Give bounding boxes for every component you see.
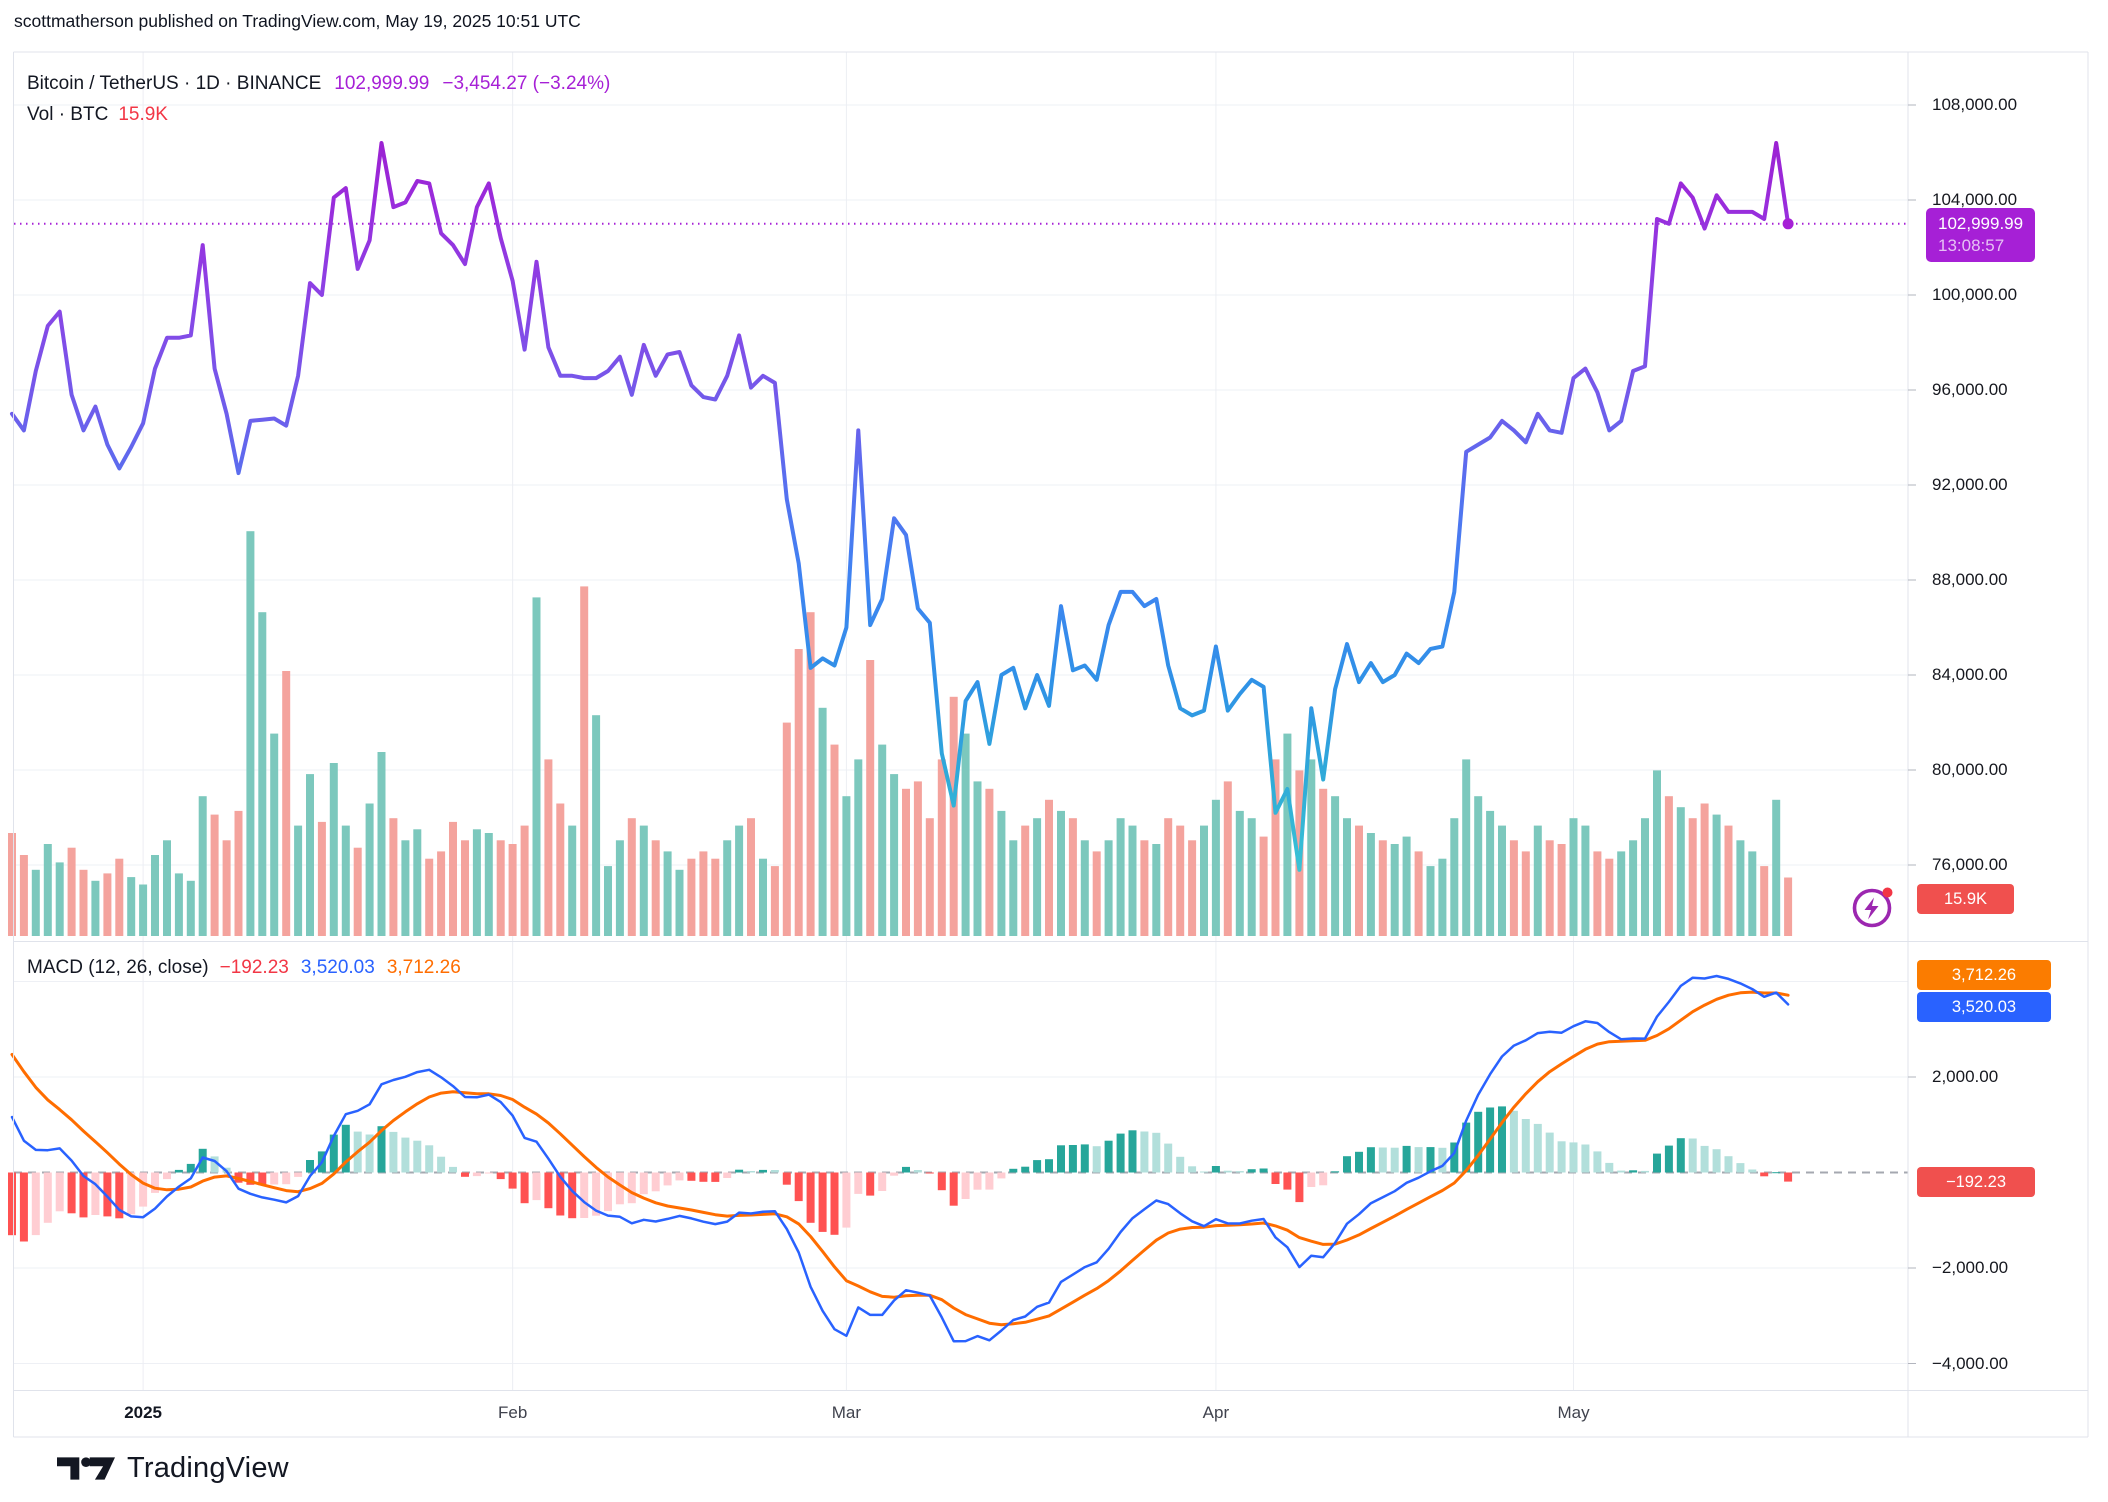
macd-signal-value: 3,712.26 [386, 957, 461, 978]
time-axis-label: 2025 [124, 1403, 163, 1422]
volume-study-label: Vol · BTC [27, 104, 109, 125]
tradingview-logo-mark [57, 1457, 115, 1480]
macd-title: MACD (12, 26, close) [27, 957, 209, 978]
price-axis-tick: 84,000.00 [1932, 665, 2008, 684]
price-axis-tick: 108,000.00 [1932, 95, 2018, 114]
lightning-bolt-icon [1864, 897, 1879, 920]
macd-signal-axis-label: 3,712.26 [1917, 960, 2051, 990]
macd-histogram-value: −192.23 [219, 957, 289, 978]
bar-close-countdown: 13:08:57 [1938, 236, 2005, 255]
price-axis-tick: 100,000.00 [1932, 285, 2018, 304]
price-axis-tick: 104,000.00 [1932, 190, 2018, 209]
price-axis-tick: 92,000.00 [1932, 475, 2008, 494]
time-axis-label: Mar [831, 1403, 862, 1422]
current-price-axis-label: 102,999.99 13:08:57 [1926, 208, 2036, 262]
attribution-text: scottmatherson published on TradingView.… [14, 11, 581, 31]
current-price-value: 102,999.99 [1938, 214, 2024, 233]
tradingview-logo-text: TradingView [127, 1452, 289, 1484]
symbol-header[interactable]: Bitcoin / TetherUS · 1D · BINANCE 102,999… [27, 73, 610, 95]
price-axis-tick: 88,000.00 [1932, 570, 2008, 589]
volume-header[interactable]: Vol · BTC 15.9K [27, 104, 168, 126]
flash-idea-icon[interactable] [1845, 878, 1907, 940]
symbol-title[interactable]: Bitcoin / TetherUS · 1D · BINANCE [27, 73, 322, 94]
volume-axis-label: 15.9K [1917, 884, 2014, 914]
macd-histogram-axis-label: −192.23 [1917, 1167, 2035, 1197]
macd-axis-tick: 2,000.00 [1932, 1067, 1999, 1086]
macd-header[interactable]: MACD (12, 26, close) −192.23 3,520.03 3,712… [27, 957, 461, 979]
time-axis-label: Feb [497, 1403, 528, 1422]
price-change-value: −3,454.27 (−3.24%) [442, 73, 611, 94]
macd-line-axis-label: 3,520.03 [1917, 992, 2051, 1022]
price-axis-tick: 76,000.00 [1932, 855, 2008, 874]
notification-dot [1882, 887, 1893, 898]
last-price-value: 102,999.99 [334, 73, 430, 94]
price-axis-tick: 96,000.00 [1932, 380, 2008, 399]
tradingview-logo[interactable]: TradingView [57, 1452, 289, 1485]
time-axis-label: Apr [1202, 1403, 1230, 1422]
time-axis-label: May [1557, 1403, 1590, 1422]
macd-axis-tick: −4,000.00 [1932, 1353, 2009, 1373]
volume-study-value: 15.9K [118, 104, 168, 125]
macd-line-value: 3,520.03 [300, 957, 375, 978]
macd-axis-tick: −2,000.00 [1932, 1258, 2009, 1277]
price-axis-tick: 80,000.00 [1932, 760, 2008, 779]
